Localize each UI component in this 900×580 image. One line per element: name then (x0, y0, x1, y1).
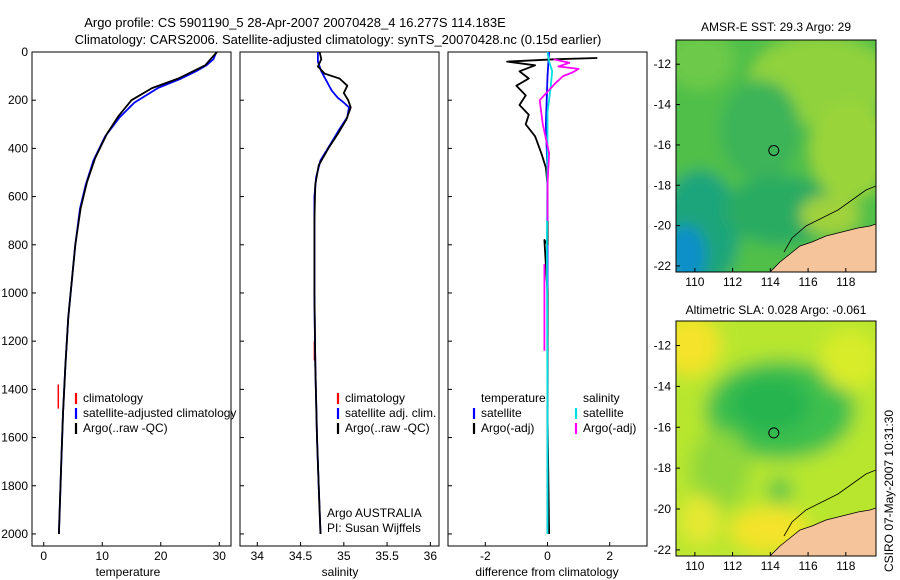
sst-map-frame (675, 39, 877, 273)
sst-map-title: AMSR-E SST: 29.3 Argo: 29 (701, 20, 851, 34)
csiro-timestamp: CSIRO 07-May-2007 10:31:30 (882, 410, 896, 572)
difference-series-temperature-argo-adj (506, 57, 598, 535)
sla-map-frame (675, 320, 877, 557)
sst-map-panel: AMSR-E SST: 29.3 Argo: 29 110 112 114 116 11… (654, 20, 877, 289)
difference-legend-left-label-1: satellite (481, 406, 522, 420)
temperature-x-tick-label: 10 (96, 549, 110, 563)
difference-x-tick-label: -2 (480, 549, 491, 563)
sla-map-isobath (783, 469, 876, 537)
sla-map-y-tick-label: -22 (654, 543, 672, 557)
temperature-x-tick-label: 0 (40, 549, 47, 563)
sla-map-y-tick-label: -20 (654, 502, 672, 516)
salinity-x-axis-label: salinity (322, 565, 359, 579)
sst-map-x-tick-label: 118 (836, 275, 855, 289)
temperature-series-argo-raw-qc (58, 51, 218, 535)
salinity-legend-label-2: Argo(..raw -QC) (345, 421, 430, 435)
sst-map-isobath (783, 185, 876, 253)
difference-x-tick-label: 0 (544, 549, 551, 563)
header-title-line2: Climatology: CARS2006. Satellite-adjuste… (75, 32, 602, 47)
depth-y-tick-label: 800 (8, 238, 28, 252)
sst-argo-location-marker (768, 145, 780, 156)
sla-map-y-tick-label: -18 (654, 461, 672, 475)
difference-x-axis-label: difference from climatology (475, 565, 618, 579)
temperature-x-tick-label: 20 (154, 549, 168, 563)
depth-y-tick-label: 1800 (1, 479, 28, 493)
sla-map-panel: Altimetric SLA: 0.028 Argo: -0.061 110 11… (654, 303, 877, 573)
temperature-plot-frame (31, 51, 232, 547)
temperature-legend-label-1: satellite-adjusted climatology (83, 406, 236, 420)
sla-map-title: Altimetric SLA: 0.028 Argo: -0.061 (686, 303, 867, 317)
depth-y-tick-label: 0 (21, 45, 28, 59)
depth-y-tick-label: 600 (8, 190, 28, 204)
depth-y-tick-label: 1000 (1, 286, 28, 300)
difference-legend-right-heading: salinity (583, 391, 620, 405)
sst-map-x-tick-label: 116 (799, 275, 818, 289)
sst-map-y-tick-label: -16 (654, 138, 672, 152)
temperature-legend-label-2: Argo(..raw -QC) (83, 421, 168, 435)
difference-profile-panel: -2 0 2 difference from climatology tempera… (447, 51, 648, 579)
temperature-x-tick-label: 30 (213, 549, 227, 563)
salinity-x-tick-label: 35.5 (375, 549, 399, 563)
salinity-profile-panel: 34 34.5 35 35.5 36 salinity climatologysatel… (239, 51, 440, 579)
temperature-profile-panel: 0 10 20 30 0 200 400 600 800 1000 1200 1400 1600 1800… (1, 45, 236, 579)
sst-map-x-tick-label: 112 (723, 275, 742, 289)
depth-y-tick-label: 1400 (1, 382, 28, 396)
sla-map-y-tick-label: -14 (654, 379, 672, 393)
salinity-x-tick-label: 36 (424, 549, 438, 563)
sst-map-x-tick-label: 114 (761, 275, 780, 289)
salinity-series-argo-raw-qc (313, 51, 352, 535)
sst-map-y-tick-label: -12 (654, 57, 672, 71)
temperature-legend-label-0: climatology (83, 391, 143, 405)
salinity-x-tick-label: 34 (251, 549, 265, 563)
temperature-x-axis-label: temperature (96, 565, 161, 579)
sla-map-land (769, 507, 876, 556)
depth-y-tick-label: 400 (8, 141, 28, 155)
sla-map-y-tick-label: -16 (654, 420, 672, 434)
difference-legend-right-label-2: Argo(-adj) (583, 421, 636, 435)
salinity-plot-frame (239, 51, 440, 547)
sst-map-y-tick-label: -18 (654, 178, 672, 192)
sla-map-x-tick-label: 110 (685, 559, 704, 573)
difference-legend-right-label-1: satellite (583, 406, 624, 420)
sst-map-y-tick-label: -22 (654, 259, 672, 273)
sla-map-x-tick-label: 116 (799, 559, 818, 573)
difference-legend-left-label-2: Argo(-adj) (481, 421, 534, 435)
argo-pi-annotation: PI: Susan Wijffels (327, 521, 421, 535)
argo-country-annotation: Argo AUSTRALIA (327, 506, 422, 520)
salinity-legend-label-0: climatology (345, 391, 405, 405)
sst-map-y-tick-label: -20 (654, 219, 672, 233)
depth-y-tick-label: 2000 (1, 527, 28, 541)
sla-map-x-tick-label: 112 (723, 559, 742, 573)
depth-y-tick-label: 1200 (1, 334, 28, 348)
salinity-legend-label-1: satellite adj. clim. (345, 406, 436, 420)
sla-map-x-tick-label: 114 (761, 559, 780, 573)
sst-map-x-tick-label: 110 (685, 275, 704, 289)
difference-series-salinity-satellite (546, 51, 554, 534)
sla-map-x-tick-label: 118 (836, 559, 855, 573)
sla-argo-location-marker (768, 427, 780, 439)
sst-map-y-tick-label: -14 (654, 98, 672, 112)
difference-legend-left-heading: temperature (481, 391, 546, 405)
salinity-x-tick-label: 34.5 (289, 549, 313, 563)
difference-series-salinity-argo-adj (538, 58, 580, 221)
depth-y-tick-label: 200 (8, 93, 28, 107)
header-title-line1: Argo profile: CS 5901190_5 28-Apr-2007 2… (84, 15, 506, 30)
sst-map-land (769, 223, 876, 272)
sla-map-y-tick-label: -12 (654, 339, 672, 353)
difference-x-tick-label: 2 (606, 549, 613, 563)
depth-y-tick-label: 1600 (1, 431, 28, 445)
salinity-x-tick-label: 35 (337, 549, 351, 563)
